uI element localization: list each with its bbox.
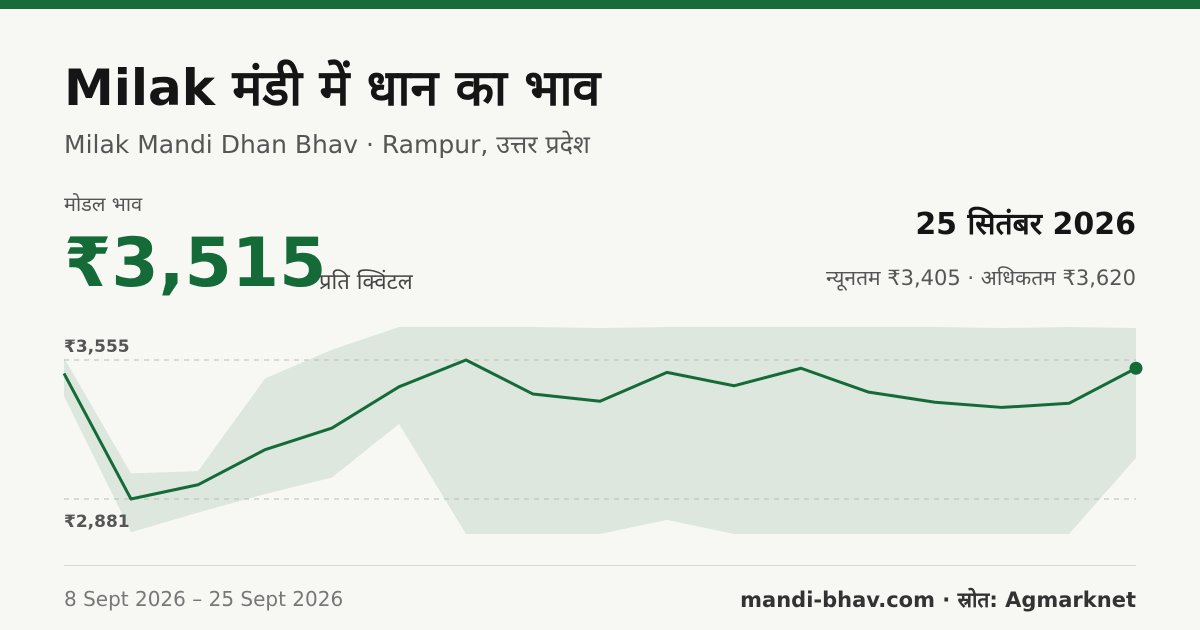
min-max-band (64, 327, 1136, 534)
page-subtitle: Milak Mandi Dhan Bhav · Rampur, उत्तर प्… (64, 130, 590, 159)
min-max-range: न्यूनतम ₹3,405 · अधिकतम ₹3,620 (826, 266, 1136, 290)
modal-price-value: ₹3,515 (64, 224, 327, 303)
price-date: 25 सितंबर 2026 (915, 207, 1136, 242)
min-max-band-layer (64, 327, 1136, 534)
footer-date-range: 8 Sept 2026 – 25 Sept 2026 (64, 587, 344, 611)
latest-price-point (1129, 361, 1143, 375)
footer-source: mandi-bhav.com · स्रोत: Agmarknet (740, 588, 1136, 612)
top-accent-bar (0, 0, 1200, 9)
reference-label: ₹2,881 (64, 512, 130, 532)
page-title: Milak मंडी में धान का भाव (64, 59, 601, 117)
modal-price-label: मोडल भाव (64, 192, 143, 216)
footer-divider (64, 565, 1136, 566)
price-line-layer (62, 358, 1137, 501)
price-points-layer (1129, 361, 1143, 375)
price-line (62, 358, 1137, 501)
reference-label: ₹3,555 (64, 337, 130, 357)
reference-lines-layer: ₹3,555 ₹2,881 (64, 337, 1136, 532)
price-unit: प्रति क्विंटल (319, 270, 413, 295)
